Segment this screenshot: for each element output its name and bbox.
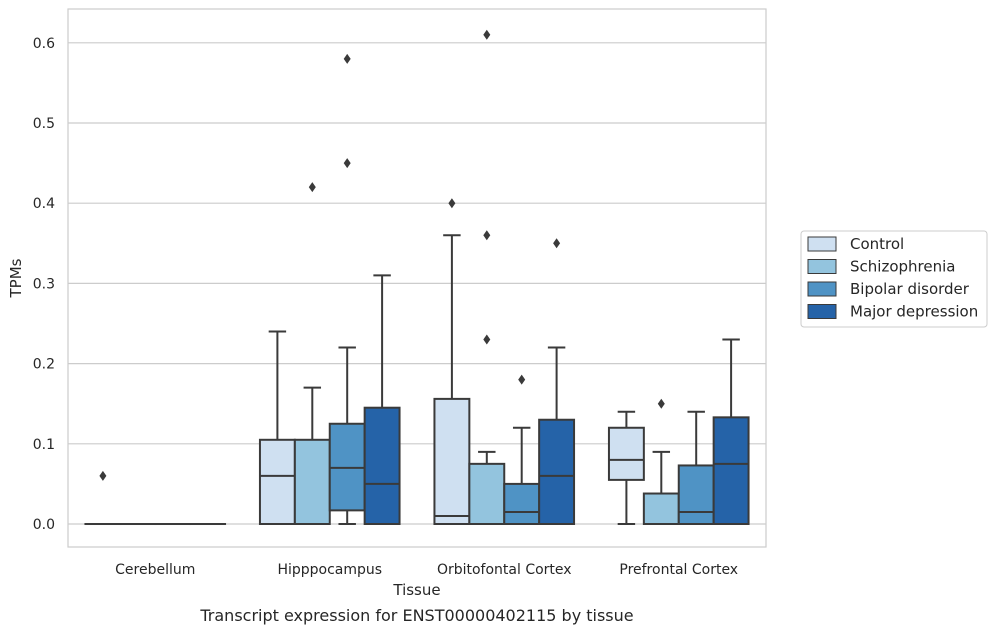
x-tick-label: Hipppocampus <box>277 562 382 578</box>
plot-area-frame <box>67 8 767 548</box>
grid-lines <box>68 42 766 525</box>
box-iqr <box>503 482 541 525</box>
box-iqr <box>293 438 331 526</box>
outlier-point <box>99 470 107 481</box>
legend-items: Control Schizophrenia Bipolar disorder Majo… <box>807 235 978 321</box>
y-tick-label: 0.0 <box>33 517 55 533</box>
box-iqr <box>642 492 680 525</box>
box-plot <box>642 398 680 525</box>
y-tick-label: 0.2 <box>33 357 55 373</box>
outlier-point <box>448 198 456 209</box>
outlier-point <box>343 53 351 64</box>
box-iqr <box>712 416 750 526</box>
box-iqr <box>468 462 506 526</box>
figure-caption: Transcript expression for ENST0000040211… <box>200 606 634 625</box>
box-plots <box>84 29 750 526</box>
outlier-point <box>308 182 316 193</box>
legend-label: Major depression <box>850 303 978 321</box>
box-plot <box>363 274 401 525</box>
legend-swatch <box>807 304 837 319</box>
legend-swatch <box>807 281 837 297</box>
box-plot <box>84 470 122 526</box>
box-plot <box>538 238 576 525</box>
box-plot <box>503 374 541 525</box>
box-iqr <box>433 397 471 525</box>
outlier-point <box>343 158 351 169</box>
x-tick-label: Prefrontal Cortex <box>619 562 738 578</box>
x-tick-labels: Cerebellum Hipppocampus Orbitofontal Corte… <box>115 562 738 578</box>
y-tick-labels: 0.0 0.1 0.2 0.3 0.4 0.5 0.6 <box>33 36 55 533</box>
box-plot <box>712 338 750 526</box>
outlier-point <box>483 334 491 345</box>
legend-swatch <box>807 236 837 252</box>
y-tick-label: 0.3 <box>33 276 55 292</box>
legend-frame <box>800 230 988 328</box>
box-plot <box>328 53 366 525</box>
outlier-point <box>657 398 665 409</box>
y-tick-label: 0.6 <box>33 36 55 52</box>
outlier-point <box>483 29 491 40</box>
x-axis-label: Tissue <box>392 581 440 599</box>
legend-label: Control <box>850 235 904 253</box>
y-tick-label: 0.5 <box>33 116 55 132</box>
box-iqr <box>607 426 645 481</box>
box-plot <box>677 410 715 526</box>
y-axis-label: TPMs <box>7 258 25 298</box>
box-iqr <box>363 406 401 525</box>
outlier-point <box>553 238 561 249</box>
legend-label: Bipolar disorder <box>850 280 970 298</box>
legend-label: Schizophrenia <box>850 258 955 276</box>
box-iqr <box>538 418 576 525</box>
box-plot <box>607 410 645 525</box>
x-tick-label: Cerebellum <box>115 562 195 578</box>
legend-swatch <box>807 259 837 274</box>
outlier-point <box>483 230 491 241</box>
legend: Control Schizophrenia Bipolar disorder Majo… <box>800 230 988 328</box>
box-plot <box>468 29 506 526</box>
box-plot <box>258 330 296 526</box>
y-tick-label: 0.1 <box>33 437 55 453</box>
x-tick-label: Orbitofontal Cortex <box>437 562 572 578</box>
outlier-point <box>518 374 526 385</box>
box-plot <box>293 182 331 526</box>
y-tick-label: 0.4 <box>33 196 55 212</box>
box-plot <box>433 198 471 525</box>
box-iqr <box>677 464 715 526</box>
box-iqr <box>258 438 296 526</box>
